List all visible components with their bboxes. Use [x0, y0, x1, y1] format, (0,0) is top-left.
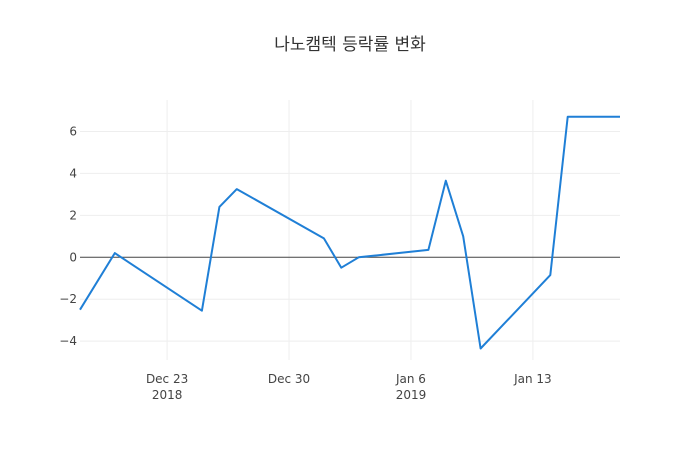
series-layer — [79, 115, 620, 350]
y-tick-label: −4 — [59, 334, 77, 348]
x-tick-label: Jan 13 — [513, 372, 552, 386]
x-tick-year-label: 2018 — [152, 388, 183, 402]
chart-title: 나노캠텍 등락률 변화 — [274, 35, 426, 55]
x-tick-label: Jan 6 — [395, 372, 426, 386]
x-tick-label: Dec 30 — [268, 372, 310, 386]
x-tick-label: Dec 23 — [146, 372, 188, 386]
y-tick-label: 4 — [69, 166, 77, 180]
y-tick-label: 2 — [69, 208, 77, 222]
series-line — [79, 115, 620, 350]
y-tick-label: 0 — [69, 250, 77, 264]
y-tick-label: 6 — [69, 124, 77, 138]
axis-layer: Dec 23 2018 Dec 30 Jan 6 2019 Jan 13 6 4 2 0 −2 −4 — [59, 124, 551, 402]
grid-layer — [80, 100, 620, 360]
y-tick-label: −2 — [59, 292, 77, 306]
x-tick-year-label: 2019 — [396, 388, 427, 402]
